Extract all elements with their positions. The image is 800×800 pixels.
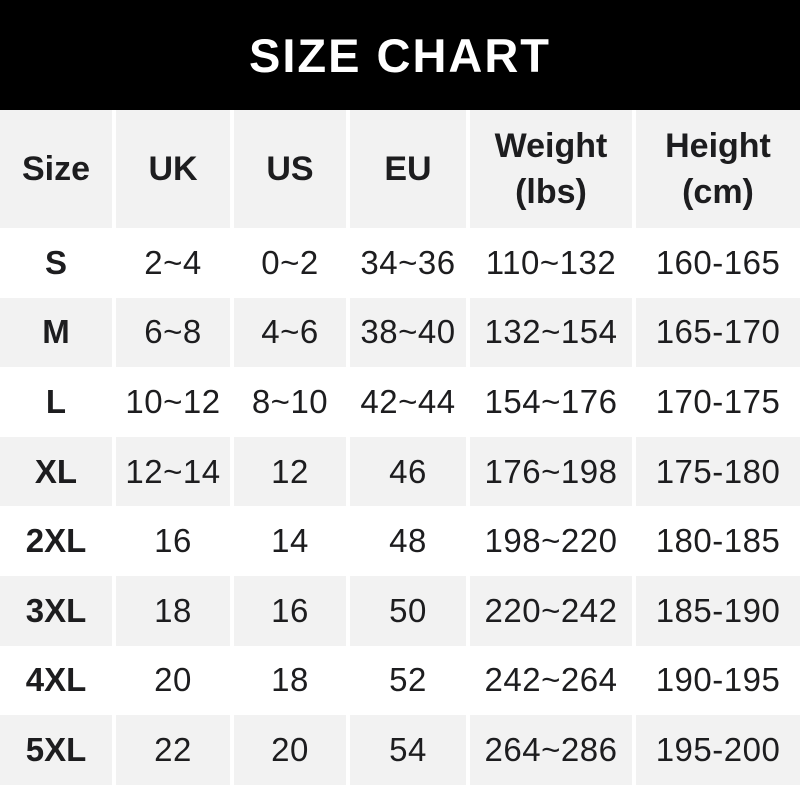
table-row: M 6~8 4~6 38~40 132~154 165-170 <box>0 297 800 368</box>
size-label-cell: XL <box>0 436 112 507</box>
size-value-cell: 18 <box>230 645 346 716</box>
table-header-row: Size UK US EU Weight (lbs) <box>0 110 800 228</box>
size-value-cell: 2~4 <box>112 228 230 298</box>
size-value-cell: 176~198 <box>466 436 632 507</box>
size-chart-table: Size UK US EU Weight (lbs) <box>0 110 800 785</box>
size-value-cell: 46 <box>346 436 466 507</box>
column-header-eu: EU <box>346 110 466 228</box>
size-value-cell: 220~242 <box>466 575 632 646</box>
size-value-cell: 185-190 <box>632 575 800 646</box>
size-label-cell: 3XL <box>0 575 112 646</box>
size-value-cell: 198~220 <box>466 506 632 576</box>
size-value-cell: 42~44 <box>346 367 466 437</box>
size-label-cell: 4XL <box>0 645 112 716</box>
size-value-cell: 180-185 <box>632 506 800 576</box>
size-value-cell: 18 <box>112 575 230 646</box>
column-header-us: US <box>230 110 346 228</box>
size-value-cell: 12~14 <box>112 436 230 507</box>
size-value-cell: 20 <box>112 645 230 716</box>
size-value-cell: 264~286 <box>466 715 632 785</box>
size-value-cell: 175-180 <box>632 436 800 507</box>
size-value-cell: 48 <box>346 506 466 576</box>
table-row: XL 12~14 12 46 176~198 175-180 <box>0 436 800 507</box>
size-value-cell: 0~2 <box>230 228 346 298</box>
size-label-cell: M <box>0 297 112 368</box>
size-value-cell: 4~6 <box>230 297 346 368</box>
size-value-cell: 242~264 <box>466 645 632 716</box>
column-header-size: Size <box>0 110 112 228</box>
column-header-label: Height <box>665 127 771 165</box>
column-header-label: Weight <box>494 127 608 165</box>
column-header-sublabel: (lbs) <box>515 173 587 211</box>
size-value-cell: 10~12 <box>112 367 230 437</box>
size-table-body: S 2~4 0~2 34~36 110~132 160-165 M 6~8 4~6 38~40 13… <box>0 228 800 785</box>
size-value-cell: 22 <box>112 715 230 785</box>
size-value-cell: 12 <box>230 436 346 507</box>
size-value-cell: 16 <box>112 506 230 576</box>
size-value-cell: 14 <box>230 506 346 576</box>
size-label-cell: 2XL <box>0 506 112 576</box>
size-value-cell: 132~154 <box>466 297 632 368</box>
size-value-cell: 170-175 <box>632 367 800 437</box>
size-value-cell: 50 <box>346 575 466 646</box>
size-value-cell: 52 <box>346 645 466 716</box>
table-row: 3XL 18 16 50 220~242 185-190 <box>0 575 800 646</box>
column-header-weight: Weight (lbs) <box>466 110 632 228</box>
size-value-cell: 195-200 <box>632 715 800 785</box>
size-value-cell: 54 <box>346 715 466 785</box>
column-header-label: Size <box>21 150 91 188</box>
column-header-label: US <box>266 150 314 188</box>
size-value-cell: 8~10 <box>230 367 346 437</box>
page-title: SIZE CHART <box>249 28 551 82</box>
column-header-sublabel: (cm) <box>682 173 754 211</box>
size-label-cell: S <box>0 228 112 298</box>
column-header-label: UK <box>148 150 198 188</box>
table-row: 5XL 22 20 54 264~286 195-200 <box>0 715 800 785</box>
table-row: L 10~12 8~10 42~44 154~176 170-175 <box>0 367 800 437</box>
table-row: 4XL 20 18 52 242~264 190-195 <box>0 645 800 716</box>
size-value-cell: 16 <box>230 575 346 646</box>
column-header-uk: UK <box>112 110 230 228</box>
table-row: S 2~4 0~2 34~36 110~132 160-165 <box>0 228 800 298</box>
size-value-cell: 165-170 <box>632 297 800 368</box>
table-header: Size UK US EU Weight (lbs) <box>0 110 800 228</box>
size-value-cell: 190-195 <box>632 645 800 716</box>
title-banner: SIZE CHART <box>0 0 800 110</box>
size-value-cell: 110~132 <box>466 228 632 298</box>
size-value-cell: 154~176 <box>466 367 632 437</box>
size-value-cell: 20 <box>230 715 346 785</box>
size-label-cell: 5XL <box>0 715 112 785</box>
column-header-label: EU <box>384 150 432 188</box>
size-value-cell: 38~40 <box>346 297 466 368</box>
table-row: 2XL 16 14 48 198~220 180-185 <box>0 506 800 576</box>
column-header-height: Height (cm) <box>632 110 800 228</box>
size-label-cell: L <box>0 367 112 437</box>
size-value-cell: 6~8 <box>112 297 230 368</box>
size-value-cell: 160-165 <box>632 228 800 298</box>
size-value-cell: 34~36 <box>346 228 466 298</box>
